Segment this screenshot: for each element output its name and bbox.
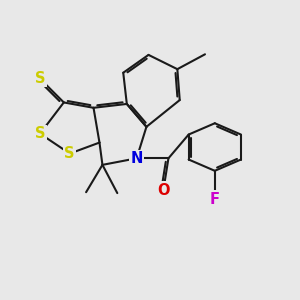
Text: S: S <box>35 71 45 86</box>
Text: N: N <box>130 151 143 166</box>
Text: S: S <box>64 146 75 161</box>
Text: O: O <box>157 183 170 198</box>
Text: F: F <box>210 191 220 206</box>
Text: S: S <box>35 126 45 141</box>
